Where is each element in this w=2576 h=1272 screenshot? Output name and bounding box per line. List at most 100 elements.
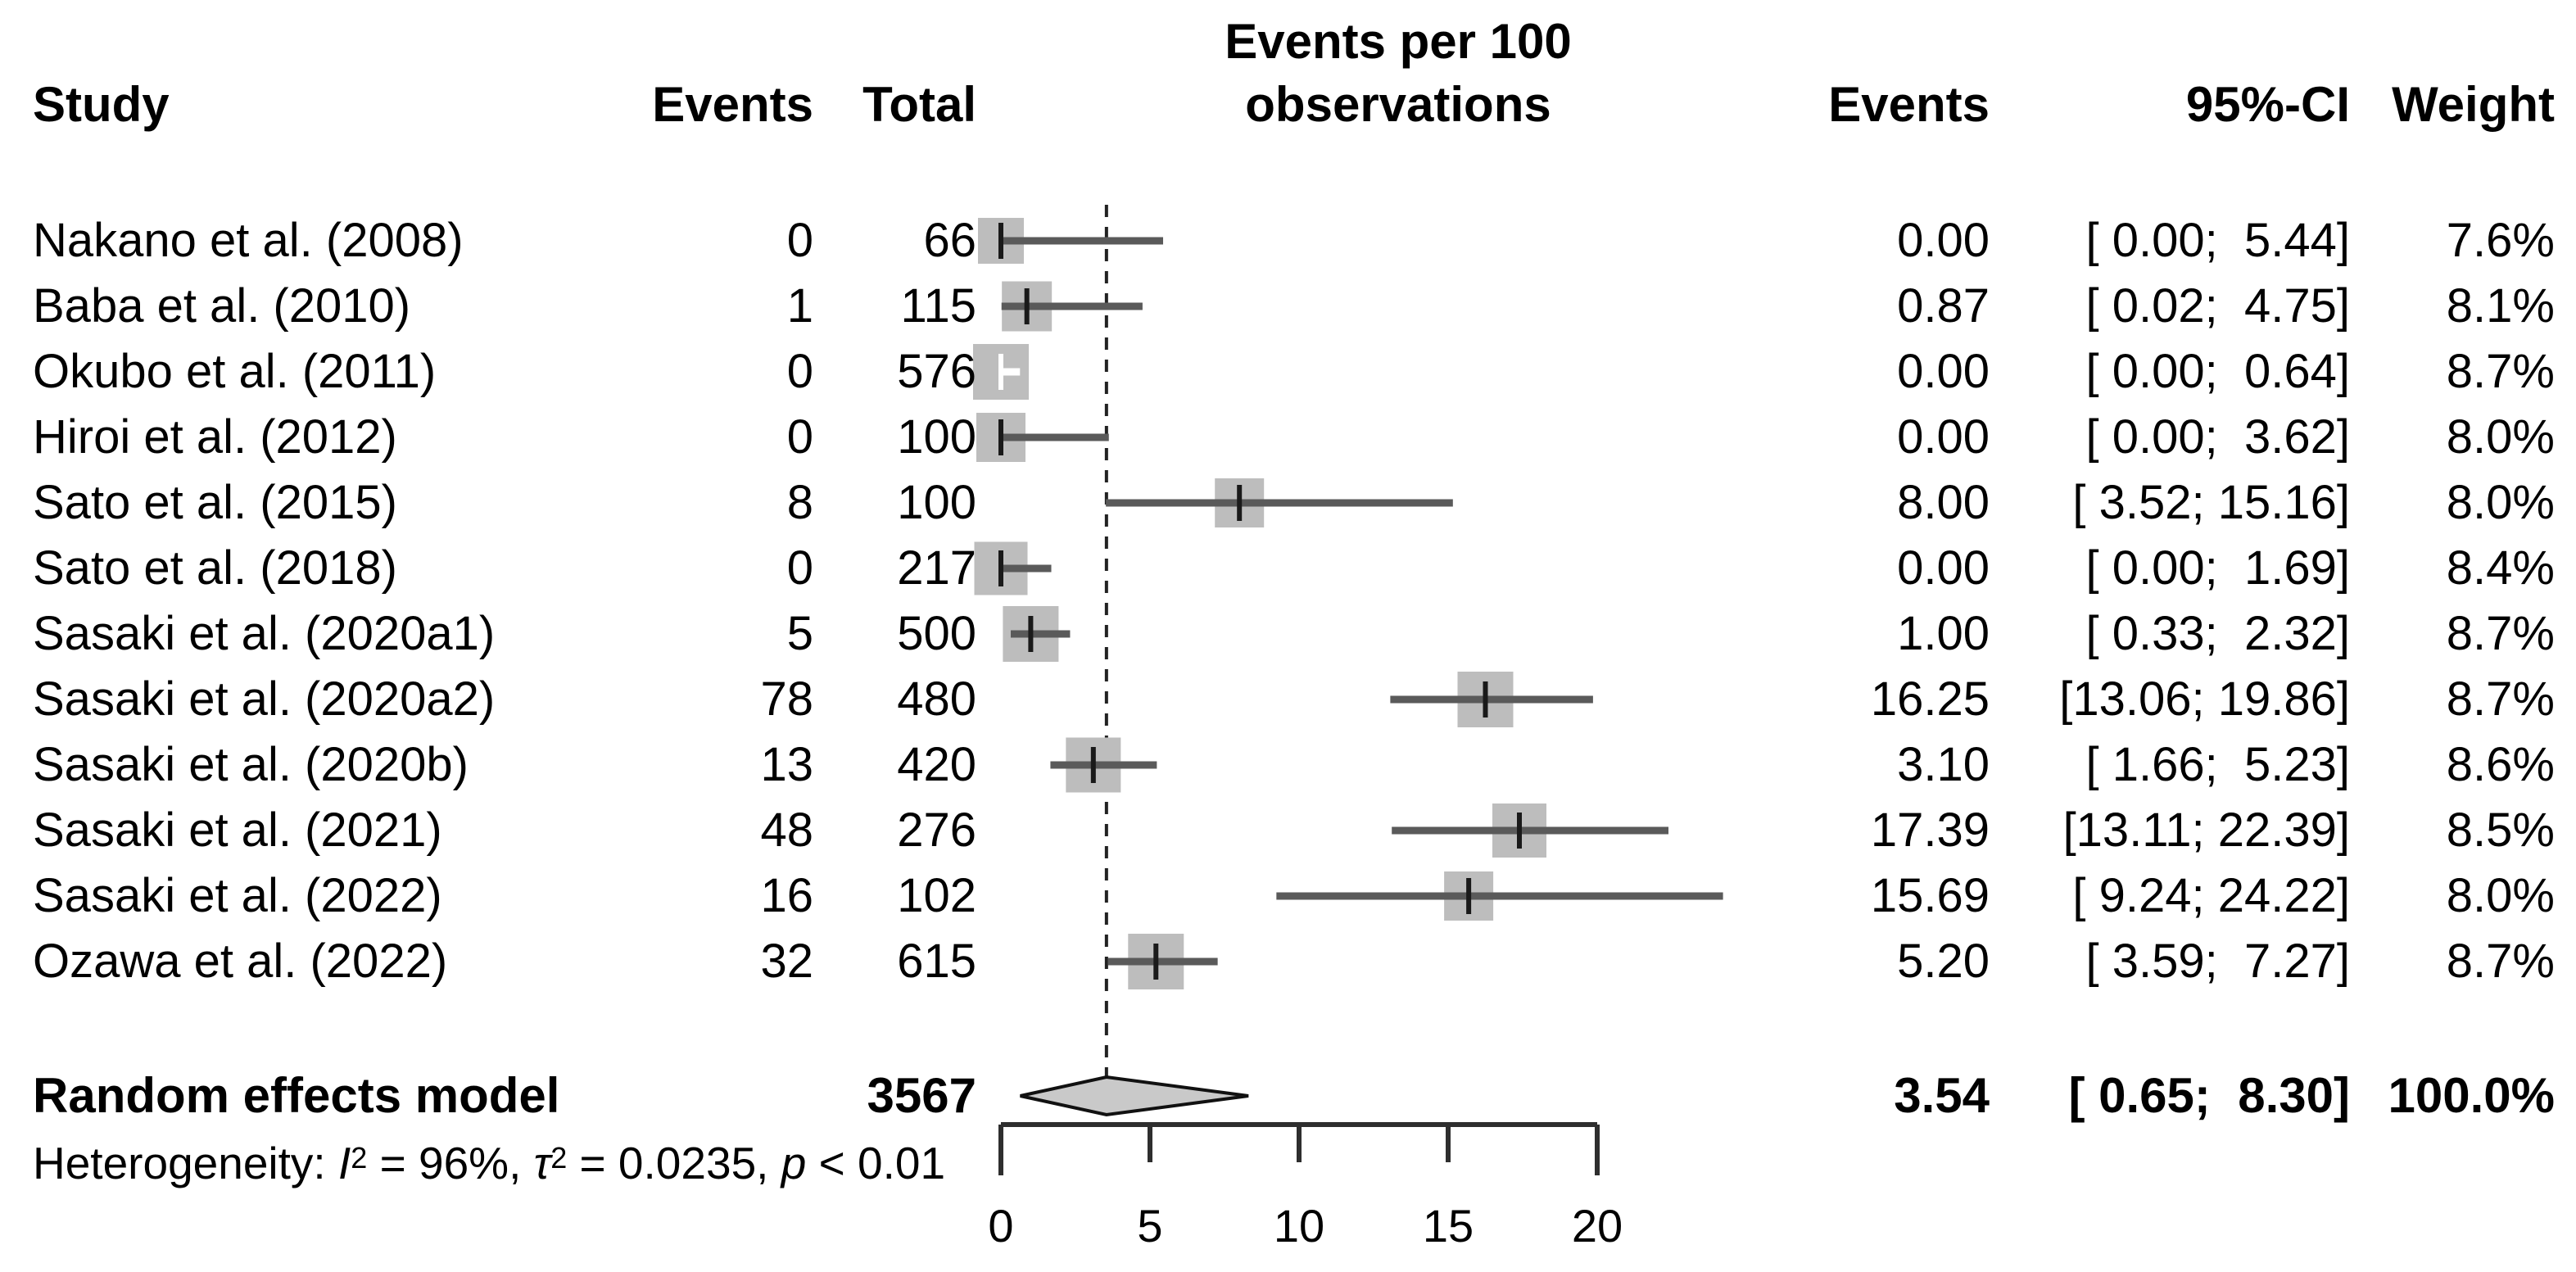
study-weight: 8.4% (2446, 541, 2555, 595)
study-label: Nakano et al. (2008) (33, 214, 464, 267)
study-ci: [ 0.02; 4.75] (2085, 279, 2350, 333)
plot-title-line1: Events per 100 (1225, 14, 1572, 69)
study-total: 420 (897, 738, 976, 791)
x-axis-tick-label: 0 (988, 1200, 1013, 1252)
study-ci: [ 9.24; 24.22] (2072, 869, 2350, 922)
study-weight: 7.6% (2446, 214, 2555, 267)
study-ci: [ 1.66; 5.23] (2085, 738, 2350, 791)
study-events: 16 (760, 869, 813, 922)
column-header-weight: Weight (2392, 77, 2555, 132)
study-label: Ozawa et al. (2022) (33, 935, 448, 988)
study-total: 100 (897, 476, 976, 529)
study-events: 0 (786, 345, 813, 398)
study-label: Sato et al. (2015) (33, 476, 397, 529)
pooled-total: 3567 (867, 1068, 976, 1123)
heterogeneity-text-part: 2 (351, 1140, 368, 1175)
study-weight: 8.7% (2446, 935, 2555, 988)
study-events: 5 (786, 607, 813, 660)
study-label: Sasaki et al. (2020a2) (33, 672, 496, 726)
study-label: Baba et al. (2010) (33, 279, 411, 333)
study-label: Sasaki et al. (2022) (33, 869, 442, 922)
plot-title-line2: observations (1245, 77, 1551, 132)
study-rate: 16.25 (1870, 672, 1990, 726)
study-total: 102 (897, 869, 976, 922)
study-total: 115 (900, 279, 976, 333)
study-label: Sato et al. (2018) (33, 541, 397, 595)
column-header-events: Events (652, 77, 813, 132)
study-rate: 0.00 (1897, 214, 1990, 267)
study-ci: [ 0.00; 3.62] (2085, 410, 2350, 464)
study-total: 66 (923, 214, 976, 267)
x-axis-tick-label: 5 (1137, 1200, 1162, 1252)
study-label: Sasaki et al. (2021) (33, 803, 442, 857)
study-ci: [ 0.00; 0.64] (2085, 345, 2350, 398)
study-weight: 8.0% (2446, 410, 2555, 464)
study-ci: [ 0.00; 5.44] (2085, 214, 2350, 267)
column-header-total: Total (862, 77, 976, 132)
study-weight: 8.0% (2446, 476, 2555, 529)
pooled-ci: [ 0.65; 8.30] (2068, 1068, 2350, 1123)
column-header-95ci: 95%-CI (2185, 77, 2350, 132)
study-label: Sasaki et al. (2020b) (33, 738, 469, 791)
study-label: Okubo et al. (2011) (33, 345, 437, 398)
study-rate: 17.39 (1870, 803, 1990, 857)
study-total: 500 (897, 607, 976, 660)
pooled-weight: 100.0% (2388, 1068, 2556, 1123)
study-total: 615 (897, 935, 976, 988)
heterogeneity-text-part: p (781, 1138, 807, 1188)
study-events: 0 (786, 541, 813, 595)
x-axis-tick-label: 15 (1423, 1200, 1474, 1252)
study-ci: [13.11; 22.39] (2062, 803, 2350, 857)
study-weight: 8.7% (2446, 607, 2555, 660)
study-rate: 0.00 (1897, 410, 1990, 464)
study-events: 32 (760, 935, 813, 988)
study-ci: [ 3.52; 15.16] (2072, 476, 2350, 529)
study-label: Sasaki et al. (2020a1) (33, 607, 496, 660)
pooled-diamond (1020, 1075, 1249, 1117)
column-header-events-rate: Events (1828, 77, 1990, 132)
heterogeneity-text-part: < 0.01 (806, 1138, 946, 1188)
study-ci: [13.06; 19.86] (2059, 672, 2350, 726)
heterogeneity-text-part: τ (533, 1138, 551, 1188)
study-weight: 8.0% (2446, 869, 2555, 922)
study-rate: 0.00 (1897, 541, 1990, 595)
heterogeneity-note: Heterogeneity: I2 = 96%, τ2 = 0.0235, p … (33, 1130, 945, 1196)
study-total: 217 (897, 541, 976, 595)
study-events: 0 (786, 214, 813, 267)
study-weight: 8.5% (2446, 803, 2555, 857)
study-label: Hiroi et al. (2012) (33, 410, 397, 464)
heterogeneity-text-part: = 96%, (367, 1138, 534, 1188)
study-ci: [ 3.59; 7.27] (2085, 935, 2350, 988)
study-rate: 3.10 (1897, 738, 1990, 791)
study-events: 13 (760, 738, 813, 791)
study-total: 276 (897, 803, 976, 857)
x-axis-tick-label: 10 (1274, 1200, 1324, 1252)
study-total: 576 (897, 345, 976, 398)
study-events: 8 (786, 476, 813, 529)
heterogeneity-text-part: Heterogeneity: (33, 1138, 338, 1188)
pooled-rate: 3.54 (1894, 1068, 1990, 1123)
study-total: 100 (897, 410, 976, 464)
study-rate: 8.00 (1897, 476, 1990, 529)
study-events: 0 (786, 410, 813, 464)
study-rate: 1.00 (1897, 607, 1990, 660)
study-rate: 0.87 (1897, 279, 1990, 333)
study-events: 78 (760, 672, 813, 726)
study-rate: 0.00 (1897, 345, 1990, 398)
study-weight: 8.7% (2446, 672, 2555, 726)
x-axis-tick-label: 20 (1572, 1200, 1623, 1252)
plot-title: Events per 100 observations (1225, 10, 1572, 136)
study-events: 1 (786, 279, 813, 333)
study-events: 48 (760, 803, 813, 857)
heterogeneity-text-part: = 0.0235, (567, 1138, 781, 1188)
study-weight: 8.6% (2446, 738, 2555, 791)
study-ci: [ 0.00; 1.69] (2085, 541, 2350, 595)
heterogeneity-text-part: I (338, 1138, 351, 1188)
study-weight: 8.1% (2446, 279, 2555, 333)
study-rate: 15.69 (1870, 869, 1990, 922)
study-ci: [ 0.33; 2.32] (2085, 607, 2350, 660)
study-weight: 8.7% (2446, 345, 2555, 398)
column-header-study: Study (33, 77, 170, 132)
